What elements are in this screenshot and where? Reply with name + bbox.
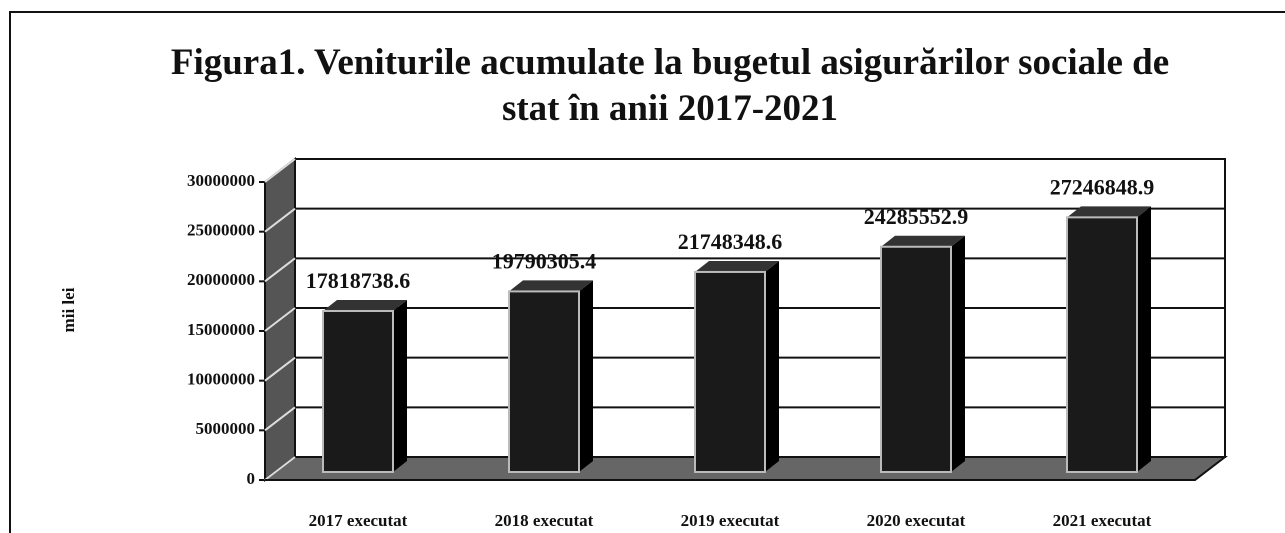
grid-line <box>264 307 296 332</box>
grid-line <box>264 257 296 283</box>
bar-top <box>323 300 407 312</box>
bar-side <box>1137 206 1151 472</box>
y-tick-label: 30000000 <box>187 171 255 190</box>
bar-side <box>579 280 593 472</box>
grid-line <box>264 406 296 432</box>
y-tick-label: 10000000 <box>187 370 255 389</box>
frame <box>9 11 1285 533</box>
bar-top <box>881 235 965 247</box>
x-tick-label: 2019 executat <box>681 511 780 530</box>
bar-top <box>1067 206 1151 218</box>
bar-top <box>509 280 593 292</box>
y-tick-label: 0 <box>247 469 256 488</box>
value-label: 17818738.6 <box>306 268 411 293</box>
bar-side <box>393 300 407 472</box>
bar <box>694 270 766 473</box>
chart-title: Figura1. Veniturile acumulate la bugetul… <box>170 42 1170 129</box>
bar <box>508 290 580 473</box>
bar-side <box>765 260 779 472</box>
bar <box>322 310 394 473</box>
value-label: 19790305.4 <box>492 248 597 273</box>
y-tick-label: 5000000 <box>196 419 256 438</box>
bar <box>1066 216 1138 473</box>
grid-line <box>264 456 296 481</box>
x-tick-label: 2020 executat <box>867 511 966 530</box>
grid-line <box>264 158 296 183</box>
x-tick-label: 2018 executat <box>495 511 594 530</box>
bar-side <box>951 235 965 472</box>
x-tick-label: 2017 executat <box>309 511 408 530</box>
y-tick-label: 15000000 <box>187 320 255 339</box>
grid-line <box>264 207 296 233</box>
value-label: 21748348.6 <box>678 229 783 254</box>
bar-top <box>695 260 779 272</box>
value-label: 27246848.9 <box>1050 174 1155 199</box>
y-axis-label: mii lei <box>59 287 78 332</box>
bar <box>880 245 952 473</box>
y-tick-label: 20000000 <box>187 270 255 289</box>
x-tick-label: 2021 executat <box>1053 511 1152 530</box>
grid-line <box>264 356 296 382</box>
value-label: 24285552.9 <box>864 204 969 229</box>
y-tick-label: 25000000 <box>187 221 255 240</box>
